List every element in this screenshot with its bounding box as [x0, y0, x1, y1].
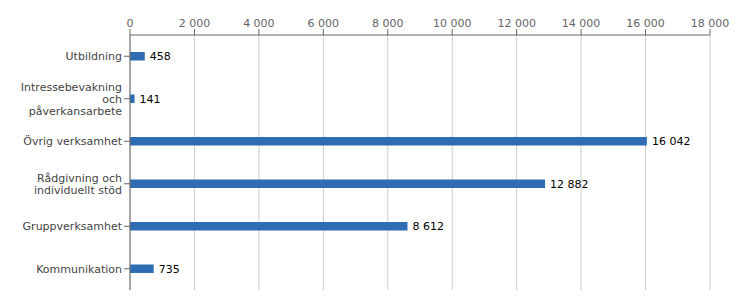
svg-text:8 000: 8 000: [372, 17, 404, 30]
svg-text:18 000: 18 000: [691, 17, 730, 30]
svg-text:4 000: 4 000: [243, 17, 275, 30]
svg-text:141: 141: [140, 93, 161, 106]
svg-text:8 612: 8 612: [412, 220, 444, 233]
svg-text:735: 735: [159, 263, 180, 276]
svg-text:Rådgivning ochindividuellt stö: Rådgivning ochindividuellt stöd: [34, 172, 122, 197]
svg-text:Utbildning: Utbildning: [66, 50, 122, 63]
svg-text:16 042: 16 042: [652, 135, 691, 148]
svg-text:10 000: 10 000: [433, 17, 472, 30]
svg-text:458: 458: [150, 50, 171, 63]
svg-text:Kommunikation: Kommunikation: [36, 263, 122, 276]
svg-text:12 882: 12 882: [550, 178, 589, 191]
svg-text:12 000: 12 000: [497, 17, 536, 30]
svg-text:0: 0: [127, 17, 134, 30]
svg-text:2 000: 2 000: [179, 17, 211, 30]
svg-text:6 000: 6 000: [308, 17, 340, 30]
svg-text:Intressebevakningochpåverkansa: Intressebevakningochpåverkansarbete: [21, 81, 122, 118]
svg-text:Gruppverksamhet: Gruppverksamhet: [23, 220, 123, 233]
svg-text:14 000: 14 000: [562, 17, 601, 30]
svg-text:16 000: 16 000: [626, 17, 665, 30]
svg-text:Övrig verksamhet: Övrig verksamhet: [23, 135, 122, 148]
